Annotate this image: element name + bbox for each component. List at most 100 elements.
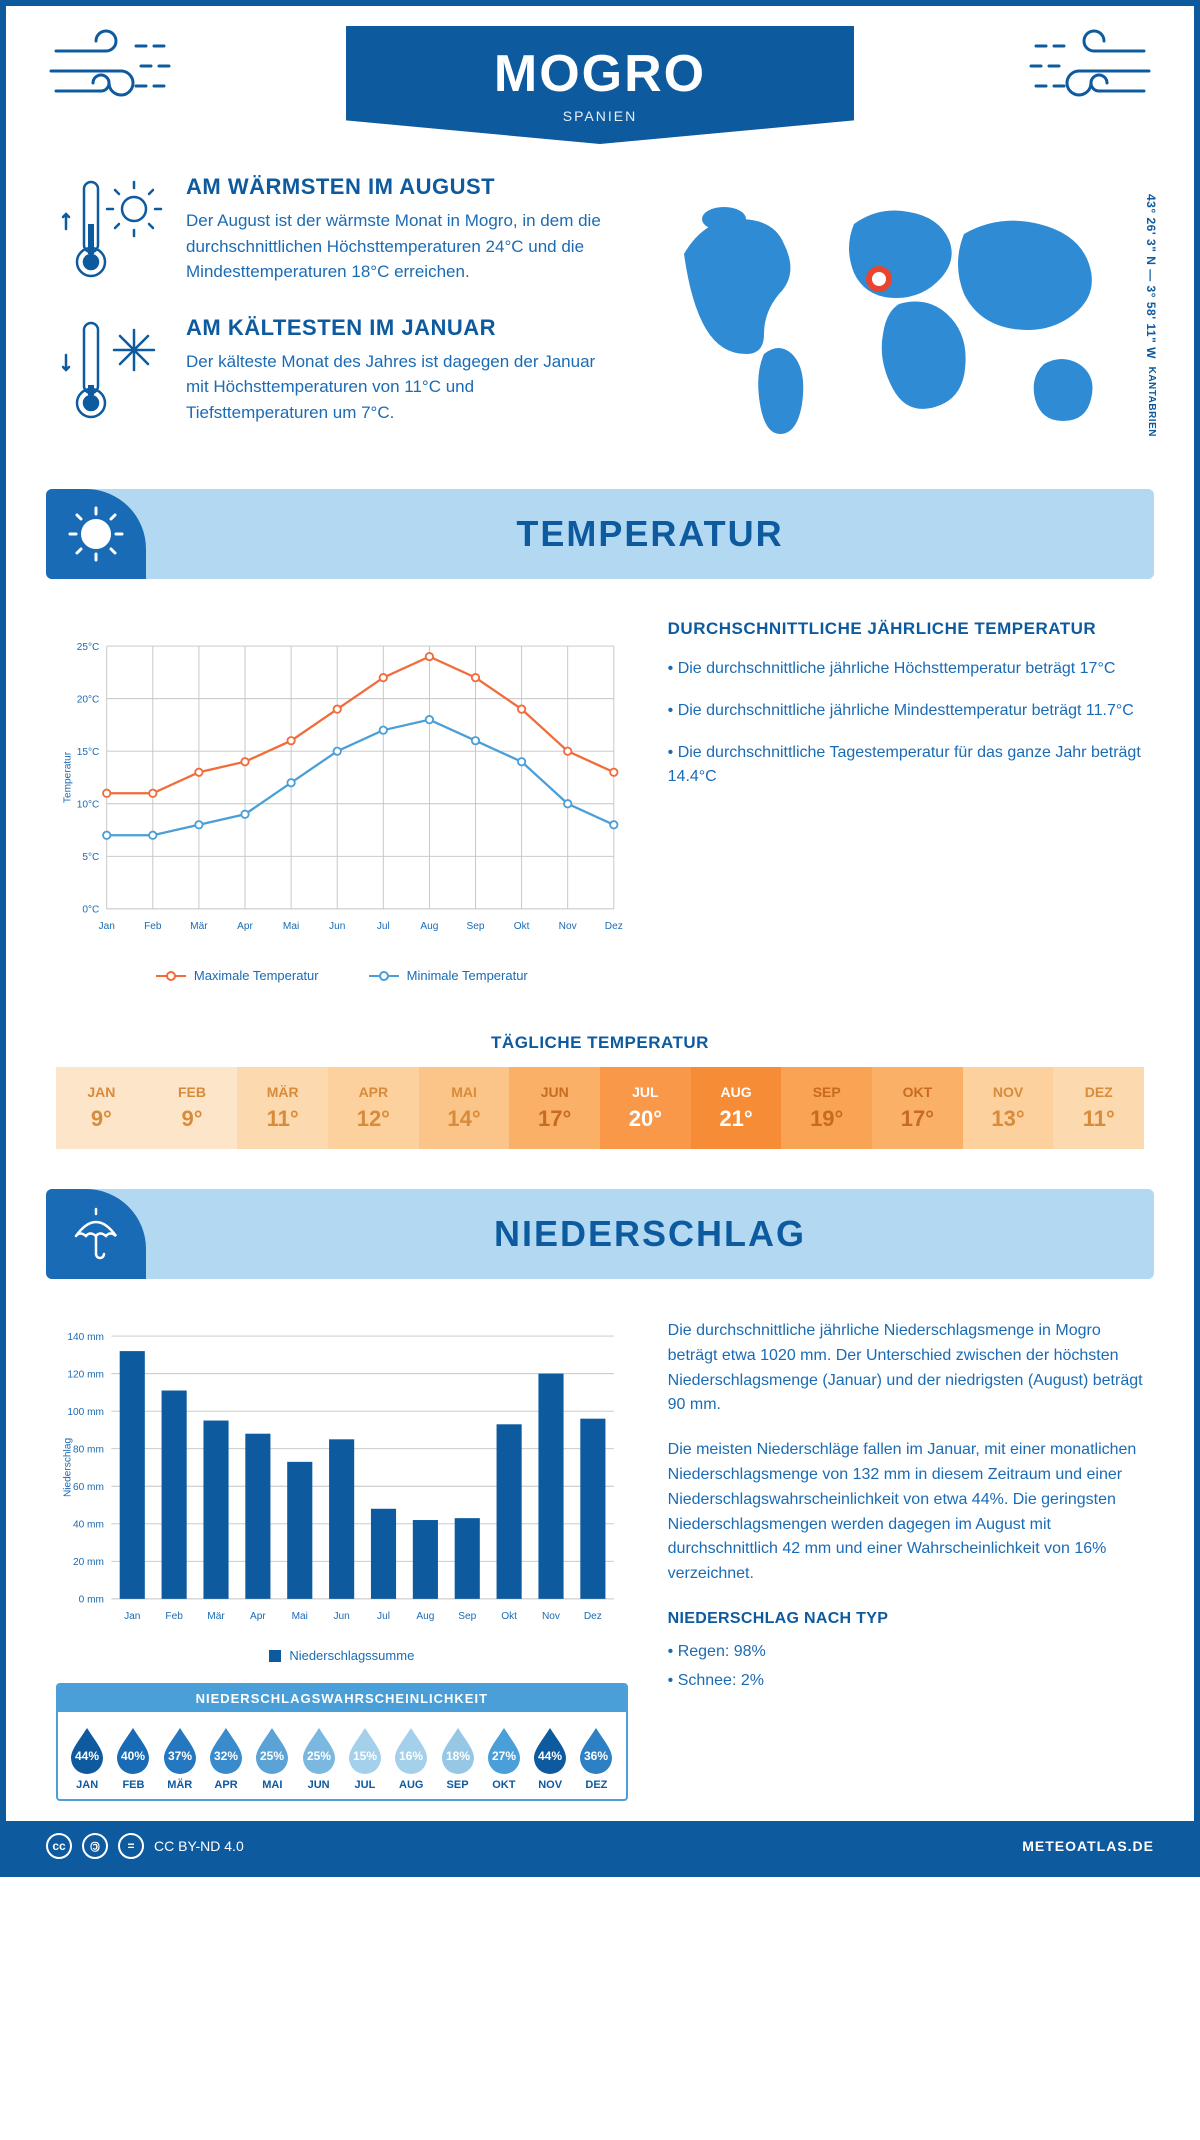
svg-text:15°C: 15°C	[77, 747, 100, 758]
by-icon: 🄯	[82, 1833, 108, 1859]
rain-prob-cell: 15% JUL	[342, 1724, 388, 1791]
svg-text:Okt: Okt	[514, 921, 530, 932]
daily-temp-cell: NOV13°	[963, 1067, 1054, 1149]
svg-text:25%: 25%	[260, 1749, 284, 1763]
svg-text:20 mm: 20 mm	[73, 1557, 104, 1568]
svg-text:Temperatur: Temperatur	[63, 751, 74, 803]
temp-chart-legend: Maximale Temperatur Minimale Temperatur	[56, 968, 628, 983]
header-row: MOGRO SPANIEN	[6, 6, 1194, 144]
precipitation-section-header: NIEDERSCHLAG	[46, 1189, 1154, 1279]
umbrella-icon	[66, 1204, 126, 1264]
svg-text:27%: 27%	[492, 1749, 516, 1763]
precipitation-bar-chart: 0 mm20 mm40 mm60 mm80 mm100 mm120 mm140 …	[56, 1319, 628, 1639]
rain-paragraph-2: Die meisten Niederschläge fallen im Janu…	[668, 1438, 1144, 1587]
legend-min-label: Minimale Temperatur	[407, 968, 528, 983]
wind-icon-left	[46, 26, 186, 116]
daily-temp-cell: JUN17°	[509, 1067, 600, 1149]
wind-icon-right	[1014, 26, 1154, 116]
rain-prob-cell: 32% APR	[203, 1724, 249, 1791]
warmest-text: Der August ist der wärmste Monat in Mogr…	[186, 208, 606, 285]
temperature-content: 0°C5°C10°C15°C20°C25°CJanFebMärAprMaiJun…	[6, 609, 1194, 1013]
rain-prob-cell: 16% AUG	[388, 1724, 434, 1791]
svg-text:Sep: Sep	[467, 921, 485, 932]
svg-text:Nov: Nov	[559, 921, 578, 932]
daily-temp-cell: JUL20°	[600, 1067, 691, 1149]
svg-text:10°C: 10°C	[77, 799, 100, 810]
rain-prob-cell: 36% DEZ	[573, 1724, 619, 1791]
svg-text:0 mm: 0 mm	[79, 1595, 104, 1606]
rain-text-col: Die durchschnittliche jährliche Niedersc…	[668, 1319, 1144, 1801]
daily-temp-cell: MÄR11°	[237, 1067, 328, 1149]
intro-row: AM WÄRMSTEN IM AUGUST Der August ist der…	[6, 144, 1194, 479]
svg-text:Mär: Mär	[190, 921, 208, 932]
svg-text:Feb: Feb	[144, 921, 162, 932]
svg-text:Apr: Apr	[237, 921, 253, 932]
svg-text:100 mm: 100 mm	[67, 1407, 104, 1418]
thermometer-cold-icon	[56, 315, 166, 425]
svg-text:Dez: Dez	[584, 1611, 602, 1622]
svg-text:Jul: Jul	[377, 1611, 390, 1622]
coldest-block: AM KÄLTESTEN IM JANUAR Der kälteste Mona…	[56, 315, 614, 426]
daily-temp-cell: FEB9°	[147, 1067, 238, 1149]
rain-prob-cell: 25% MAI	[249, 1724, 295, 1791]
temperature-section-header: TEMPERATUR	[46, 489, 1154, 579]
svg-text:37%: 37%	[168, 1749, 192, 1763]
warmest-block: AM WÄRMSTEN IM AUGUST Der August ist der…	[56, 174, 614, 285]
svg-text:40%: 40%	[121, 1749, 145, 1763]
svg-text:Nov: Nov	[542, 1611, 561, 1622]
license-block: cc 🄯 = CC BY-ND 4.0	[46, 1833, 244, 1859]
svg-text:Mär: Mär	[207, 1611, 225, 1622]
brand-label: METEOATLAS.DE	[1022, 1838, 1154, 1854]
precipitation-heading: NIEDERSCHLAG	[146, 1213, 1154, 1255]
rain-prob-cell: 44% NOV	[527, 1724, 573, 1791]
sun-icon-box	[46, 489, 146, 579]
daily-temperature-bar: JAN9°FEB9°MÄR11°APR12°MAI14°JUN17°JUL20°…	[56, 1067, 1144, 1149]
svg-text:Apr: Apr	[250, 1611, 266, 1622]
svg-text:25%: 25%	[307, 1749, 331, 1763]
footer: cc 🄯 = CC BY-ND 4.0 METEOATLAS.DE	[6, 1821, 1194, 1871]
temperature-line-chart: 0°C5°C10°C15°C20°C25°CJanFebMärAprMaiJun…	[56, 619, 628, 959]
world-map-icon	[644, 174, 1144, 454]
title-banner: MOGRO SPANIEN	[346, 26, 854, 144]
daily-temp-cell: MAI14°	[419, 1067, 510, 1149]
coldest-text: Der kälteste Monat des Jahres ist dagege…	[186, 349, 606, 426]
svg-text:Aug: Aug	[420, 921, 438, 932]
rain-prob-cell: 37% MÄR	[157, 1724, 203, 1791]
precipitation-content: 0 mm20 mm40 mm60 mm80 mm100 mm120 mm140 …	[6, 1309, 1194, 1821]
temp-bullet-1: • Die durchschnittliche jährliche Höchst…	[668, 657, 1144, 681]
city-title: MOGRO	[346, 44, 854, 104]
daily-temp-cell: JAN9°	[56, 1067, 147, 1149]
rain-prob-cell: 25% JUN	[295, 1724, 341, 1791]
coldest-title: AM KÄLTESTEN IM JANUAR	[186, 315, 606, 341]
svg-text:Feb: Feb	[165, 1611, 183, 1622]
rain-type-2: • Schnee: 2%	[668, 1669, 1144, 1694]
rain-paragraph-1: Die durchschnittliche jährliche Niedersc…	[668, 1319, 1144, 1418]
temp-bullet-3: • Die durchschnittliche Tagestemperatur …	[668, 741, 1144, 789]
rain-chart-legend: Niederschlagssumme	[56, 1648, 628, 1663]
svg-text:Mai: Mai	[283, 921, 299, 932]
svg-text:25°C: 25°C	[77, 642, 100, 653]
temperature-heading: TEMPERATUR	[146, 513, 1154, 555]
rain-prob-title: NIEDERSCHLAGSWAHRSCHEINLICHKEIT	[58, 1685, 626, 1712]
thermometer-hot-icon	[56, 174, 166, 284]
warmest-title: AM WÄRMSTEN IM AUGUST	[186, 174, 606, 200]
svg-text:Jun: Jun	[333, 1611, 349, 1622]
svg-text:44%: 44%	[538, 1749, 562, 1763]
svg-text:Mai: Mai	[292, 1611, 308, 1622]
temperature-text: DURCHSCHNITTLICHE JÄHRLICHE TEMPERATUR •…	[668, 619, 1144, 983]
rain-prob-row: 44% JAN 40% FEB 37% MÄR 32% APR 25% MAI	[58, 1712, 626, 1799]
temperature-chart-box: 0°C5°C10°C15°C20°C25°CJanFebMärAprMaiJun…	[56, 619, 628, 983]
daily-temp-cell: APR12°	[328, 1067, 419, 1149]
svg-text:5°C: 5°C	[82, 852, 99, 863]
map-column: 43° 26' 3" N — 3° 58' 11" W KANTABRIEN	[644, 174, 1144, 459]
temp-text-heading: DURCHSCHNITTLICHE JÄHRLICHE TEMPERATUR	[668, 619, 1144, 639]
svg-text:120 mm: 120 mm	[67, 1369, 104, 1380]
nd-icon: =	[118, 1833, 144, 1859]
svg-text:Dez: Dez	[605, 921, 623, 932]
svg-text:Jan: Jan	[124, 1611, 140, 1622]
rain-type-1: • Regen: 98%	[668, 1640, 1144, 1665]
cc-icon: cc	[46, 1833, 72, 1859]
svg-text:Jun: Jun	[329, 921, 345, 932]
svg-text:Aug: Aug	[416, 1611, 434, 1622]
svg-text:36%: 36%	[584, 1749, 608, 1763]
